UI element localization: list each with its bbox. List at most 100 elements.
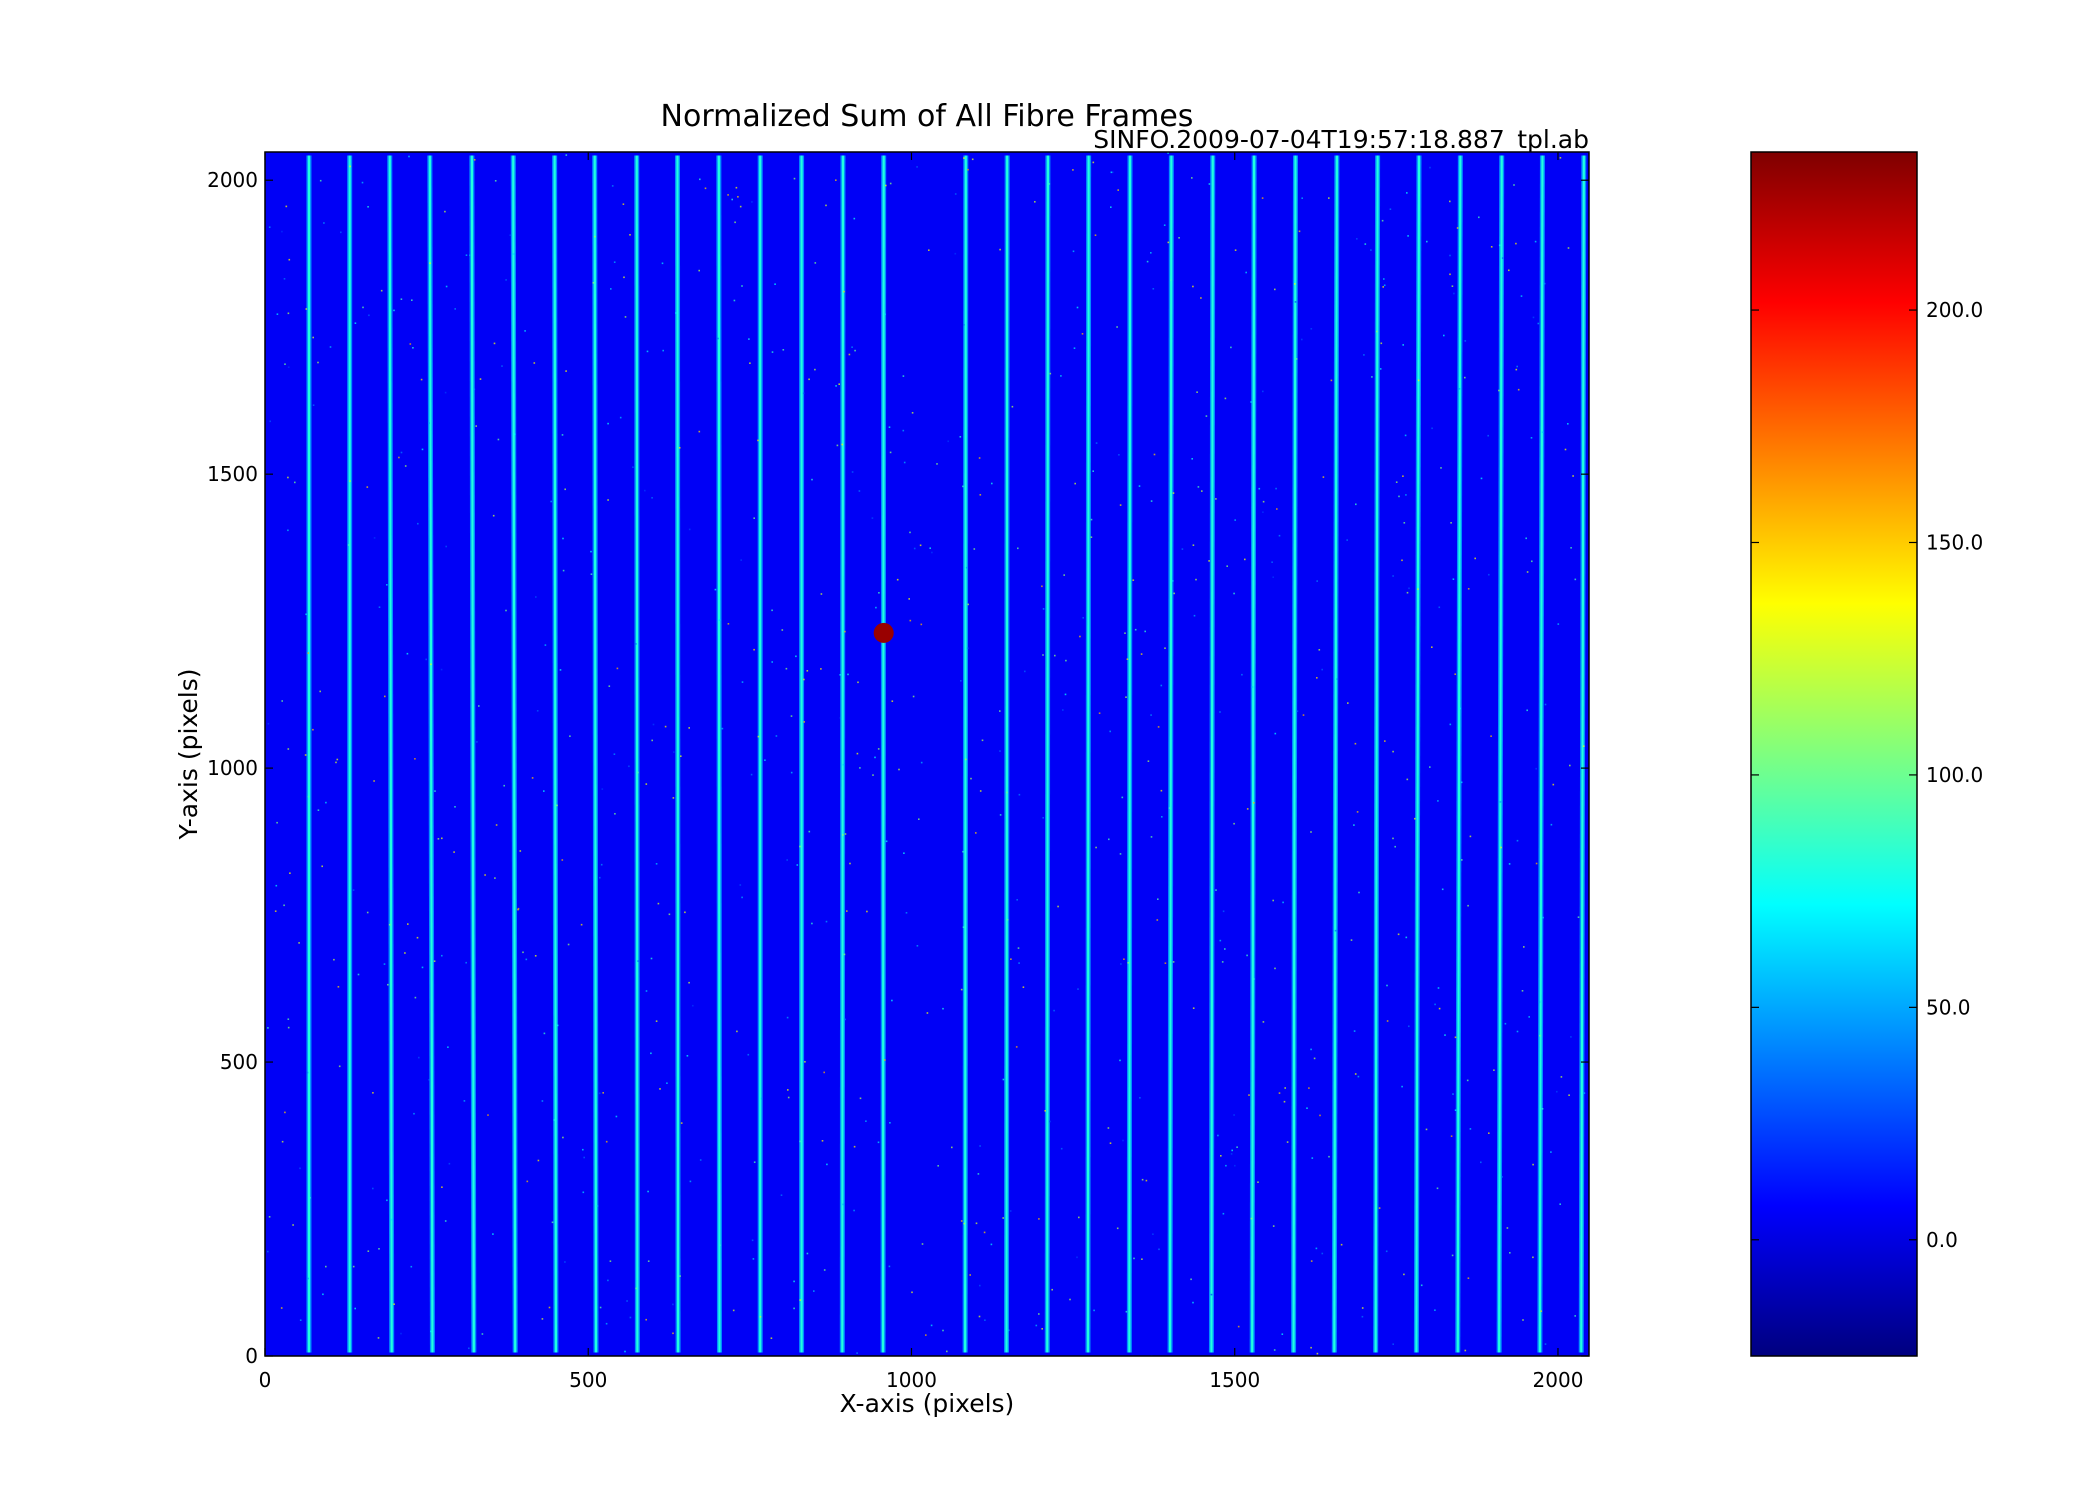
noise-pixel — [378, 606, 381, 608]
noise-pixel — [635, 1287, 638, 1290]
noise-pixel — [1063, 574, 1065, 576]
noise-pixel — [741, 285, 743, 287]
noise-pixel — [770, 1337, 773, 1339]
noise-pixel — [505, 609, 507, 612]
noise-pixel — [1516, 365, 1518, 368]
noise-pixel — [400, 451, 403, 454]
noise-pixel — [1192, 1301, 1194, 1304]
noise-pixel — [1363, 354, 1365, 356]
noise-pixel — [448, 1162, 451, 1165]
noise-pixel — [492, 514, 495, 517]
noise-pixel — [306, 1071, 309, 1074]
noise-pixel — [771, 661, 773, 663]
noise-pixel — [741, 681, 744, 683]
noise-pixel — [441, 1186, 443, 1188]
noise-pixel — [1181, 548, 1184, 550]
noise-pixel — [1127, 962, 1130, 964]
noise-pixel — [678, 447, 681, 449]
noise-pixel — [478, 705, 480, 707]
noise-pixel — [704, 187, 707, 190]
noise-pixel — [771, 609, 773, 612]
noise-pixel — [1060, 1147, 1063, 1150]
noise-pixel — [727, 623, 730, 625]
noise-pixel — [902, 375, 905, 377]
noise-pixel — [651, 739, 653, 742]
noise-pixel — [1208, 560, 1210, 562]
noise-pixel — [1385, 1250, 1388, 1253]
noise-pixel — [1109, 1142, 1112, 1144]
noise-pixel — [785, 667, 788, 670]
noise-pixel — [999, 750, 1001, 752]
noise-pixel — [409, 343, 412, 345]
noise-pixel — [843, 290, 845, 293]
noise-pixel — [418, 1056, 420, 1059]
noise-pixel — [1294, 283, 1296, 285]
noise-pixel — [1042, 654, 1044, 656]
noise-pixel — [719, 1244, 721, 1247]
noise-pixel — [1234, 249, 1237, 251]
noise-pixel — [1542, 916, 1544, 919]
noise-pixel — [582, 1148, 584, 1151]
noise-pixel — [1355, 503, 1357, 506]
noise-pixel — [1252, 978, 1255, 980]
noise-pixel — [856, 752, 859, 755]
noise-pixel — [335, 761, 337, 764]
noise-pixel — [1379, 368, 1382, 370]
noise-pixel — [1141, 1258, 1143, 1260]
noise-pixel — [533, 362, 536, 364]
noise-pixel — [624, 316, 627, 318]
noise-pixel — [1539, 1034, 1541, 1037]
noise-pixel — [1461, 859, 1463, 861]
noise-pixel — [476, 741, 478, 743]
noise-pixel — [672, 1332, 674, 1335]
noise-pixel — [564, 1261, 566, 1263]
noise-pixel — [1201, 490, 1203, 492]
noise-pixel — [1250, 1217, 1253, 1220]
noise-pixel — [325, 1265, 327, 1268]
noise-pixel — [1234, 1164, 1236, 1167]
noise-pixel — [823, 1071, 825, 1074]
noise-pixel — [1464, 376, 1466, 379]
noise-pixel — [541, 1100, 544, 1102]
noise-pixel — [600, 863, 603, 866]
noise-pixel — [447, 1046, 449, 1048]
noise-pixel — [799, 845, 801, 848]
y-tick-label: 1500 — [207, 462, 258, 486]
noise-pixel — [391, 1218, 393, 1221]
noise-pixel — [522, 951, 524, 954]
noise-pixel — [795, 655, 797, 658]
noise-pixel — [349, 165, 351, 168]
noise-pixel — [1426, 240, 1428, 243]
noise-pixel — [1403, 1273, 1405, 1276]
marker-layer — [873, 622, 894, 643]
noise-pixel — [965, 566, 968, 569]
noise-pixel — [965, 758, 967, 761]
noise-pixel — [844, 1018, 846, 1021]
noise-pixel — [1318, 649, 1321, 651]
noise-pixel — [473, 388, 476, 391]
noise-pixel — [1152, 1233, 1154, 1235]
noise-pixel — [787, 1096, 790, 1099]
noise-pixel — [1190, 1278, 1192, 1281]
noise-pixel — [1261, 197, 1264, 199]
noise-pixel — [336, 758, 339, 761]
noise-pixel — [1310, 1048, 1312, 1051]
noise-pixel — [582, 1191, 585, 1194]
noise-pixel — [975, 832, 977, 834]
noise-pixel — [517, 907, 520, 910]
noise-pixel — [1544, 1343, 1547, 1345]
noise-pixel — [484, 874, 486, 876]
noise-pixel — [1133, 1257, 1135, 1260]
noise-pixel — [1064, 693, 1067, 696]
noise-pixel — [926, 1012, 929, 1014]
noise-pixel — [984, 1319, 986, 1321]
noise-pixel — [1406, 192, 1408, 194]
noise-pixel — [325, 801, 327, 804]
noise-pixel — [1340, 1243, 1343, 1246]
noise-pixel — [430, 1330, 432, 1333]
noise-pixel — [918, 818, 920, 820]
noise-pixel — [1110, 171, 1113, 174]
noise-pixel — [836, 444, 839, 447]
fibre-trace — [1292, 155, 1297, 1353]
noise-pixel — [714, 588, 717, 591]
